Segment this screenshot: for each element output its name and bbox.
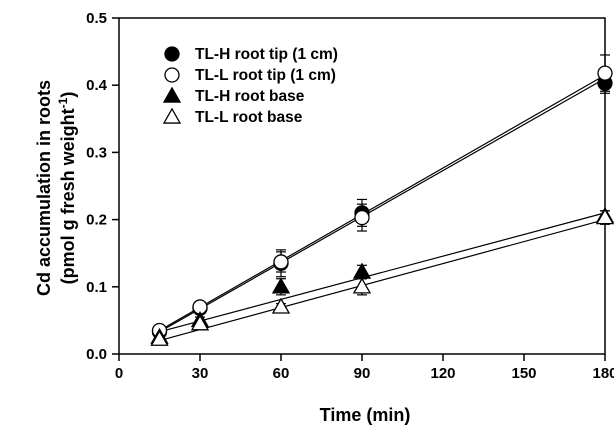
legend-marker-3 — [162, 107, 182, 124]
point-series-2-2 — [271, 277, 291, 294]
fit-lines — [159, 74, 606, 342]
y-axis-title-line2-end: ) — [58, 92, 78, 98]
axes: 0 30 60 90 120 150 180 0.0 0.1 0.2 0.3 0.4 0.5 — [86, 10, 614, 382]
x-tick-label-3: 90 — [354, 365, 371, 382]
x-tick-label-1: 30 — [192, 365, 209, 382]
legend-marker-2 — [162, 86, 182, 103]
x-tick-label-6: 180 — [592, 365, 614, 382]
y-tick-label-2: 0.2 — [86, 212, 107, 229]
legend: TL-H root tip (1 cm) TL-L root tip (1 cm)… — [162, 46, 338, 126]
y-tick-label-0: 0.0 — [86, 346, 107, 363]
legend-marker-1 — [164, 67, 180, 83]
y-axis-title-line2: (pmol g fresh weight-1) — [56, 92, 78, 285]
y-tick-label-4: 0.4 — [86, 77, 108, 94]
data-points — [150, 65, 614, 346]
fit-line-series-3 — [159, 219, 606, 342]
x-tick-label-4: 120 — [430, 365, 455, 382]
point-series-1-3 — [354, 209, 370, 226]
point-series-3-2 — [271, 297, 291, 314]
legend-label-0: TL-H root tip (1 cm) — [195, 46, 338, 63]
x-axis-title: Time (min) — [320, 405, 411, 425]
point-series-3-4 — [595, 208, 614, 225]
fit-line-series-1 — [159, 74, 606, 332]
plot-frame — [118, 17, 606, 355]
fit-line-series-0 — [159, 77, 606, 333]
point-series-3-0 — [150, 329, 169, 346]
point-series-3-3 — [352, 277, 372, 294]
y-axis-title-line2-sup: -1 — [56, 97, 70, 108]
y-axis-title-line1: Cd accumulation in roots — [34, 80, 54, 296]
legend-label-3: TL-L root base — [195, 109, 303, 126]
legend-marker-0 — [164, 46, 180, 62]
x-tick-label-5: 150 — [511, 365, 536, 382]
point-series-1-4 — [597, 65, 613, 81]
y-tick-label-1: 0.1 — [86, 279, 107, 296]
point-series-3-1 — [190, 314, 210, 331]
x-tick-label-2: 60 — [273, 365, 290, 382]
y-tick-label-5: 0.5 — [86, 10, 107, 27]
y-tick-label-3: 0.3 — [86, 144, 107, 161]
legend-label-2: TL-H root base — [195, 88, 305, 105]
y-axis-title-line2-main: (pmol g fresh weight — [58, 108, 78, 284]
point-series-1-2 — [273, 254, 289, 270]
fit-line-series-2 — [159, 212, 606, 333]
legend-label-1: TL-L root tip (1 cm) — [195, 67, 336, 84]
point-series-2-3 — [352, 262, 372, 279]
x-tick-label-0: 0 — [115, 365, 123, 382]
